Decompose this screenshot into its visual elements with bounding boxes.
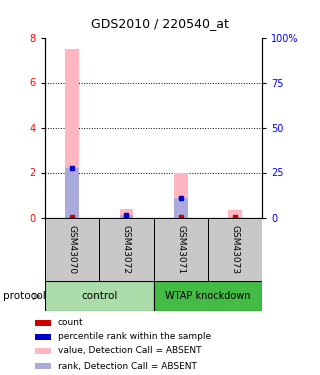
Text: GSM43073: GSM43073	[231, 225, 240, 274]
Text: value, Detection Call = ABSENT: value, Detection Call = ABSENT	[58, 346, 201, 355]
Text: WTAP knockdown: WTAP knockdown	[165, 291, 251, 301]
Bar	[65, 168, 79, 217]
Text: protocol: protocol	[3, 291, 46, 301]
Text: GSM43070: GSM43070	[68, 225, 76, 274]
Bar	[208, 217, 262, 281]
Text: GSM43072: GSM43072	[122, 225, 131, 274]
Bar	[154, 217, 208, 281]
Bar	[154, 281, 262, 311]
Bar	[45, 217, 99, 281]
Bar	[35, 320, 51, 326]
Text: GSM43071: GSM43071	[176, 225, 185, 274]
Text: percentile rank within the sample: percentile rank within the sample	[58, 332, 211, 341]
Bar	[228, 210, 242, 218]
Bar	[45, 281, 154, 311]
Text: control: control	[81, 291, 117, 301]
Bar	[35, 348, 51, 354]
Bar	[35, 334, 51, 340]
Bar	[174, 198, 188, 217]
Bar	[99, 217, 154, 281]
Text: GDS2010 / 220540_at: GDS2010 / 220540_at	[91, 17, 229, 30]
Text: count: count	[58, 318, 84, 327]
Bar	[35, 363, 51, 369]
Text: rank, Detection Call = ABSENT: rank, Detection Call = ABSENT	[58, 362, 197, 370]
Bar	[120, 209, 133, 218]
Bar	[65, 49, 79, 217]
Bar	[120, 215, 133, 217]
Bar	[174, 172, 188, 217]
